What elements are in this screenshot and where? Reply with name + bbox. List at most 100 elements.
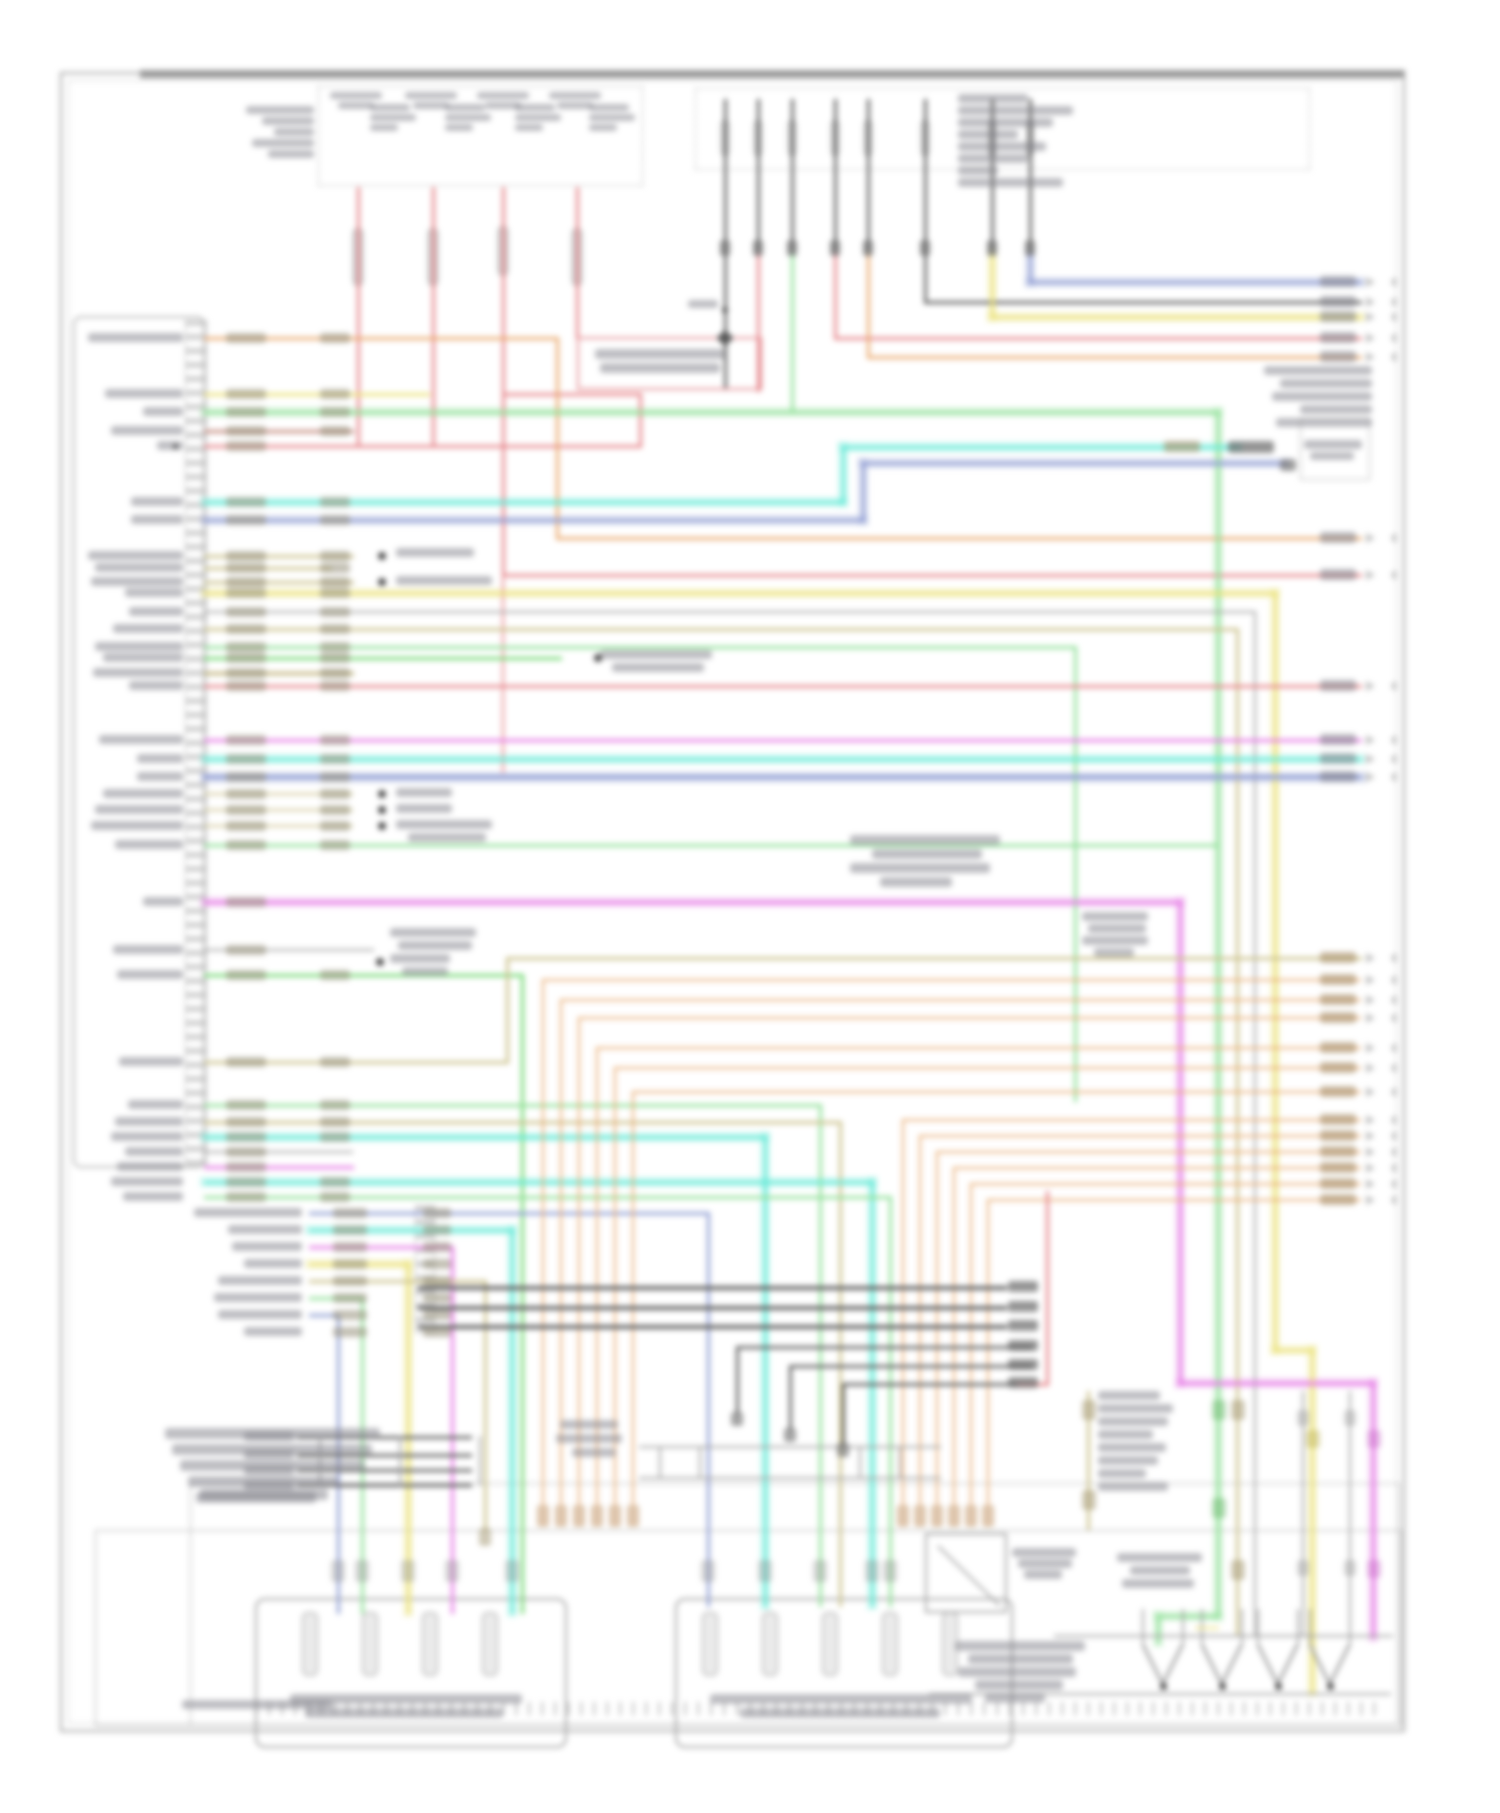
label-blob	[226, 1057, 266, 1067]
label-blob	[408, 833, 486, 842]
wire-segment	[990, 315, 1362, 319]
label-blob	[958, 166, 998, 175]
label-blob	[1320, 351, 1356, 362]
wire-segment	[308, 1228, 514, 1232]
label-blob	[320, 563, 350, 573]
label-blob	[1231, 1560, 1245, 1580]
label-blob	[1320, 1114, 1356, 1125]
wire-segment	[969, 1182, 973, 1507]
label-blob	[1392, 1196, 1396, 1204]
wire-segment	[203, 410, 1220, 414]
label-blob	[196, 1492, 316, 1503]
wire-segment	[203, 645, 1077, 649]
offpage-arrow-icon	[1366, 1195, 1375, 1205]
label-blob	[1117, 1553, 1202, 1562]
page-top-band	[140, 70, 1405, 78]
label-blob	[320, 1192, 350, 1202]
wire-segment	[990, 250, 994, 319]
offpage-arrow-icon	[1366, 333, 1375, 343]
label-blob	[627, 1505, 639, 1527]
wire-segment	[838, 1120, 842, 1607]
label-blob	[688, 300, 718, 308]
label-blob	[445, 1560, 459, 1582]
offpage-arrow-icon	[1366, 352, 1375, 362]
wire-segment	[859, 1446, 861, 1479]
wire-segment	[510, 1228, 514, 1614]
label-blob	[1392, 571, 1396, 579]
label-blob	[1008, 1320, 1038, 1331]
label-blob	[244, 1327, 302, 1336]
label-blob	[1320, 332, 1356, 343]
label-blob	[1310, 452, 1354, 460]
label-blob	[226, 1132, 266, 1142]
label-blob	[115, 840, 183, 849]
label-blob	[1228, 441, 1274, 453]
wire-segment	[659, 1446, 661, 1479]
label-blob	[423, 1225, 451, 1235]
wire-segment	[418, 1306, 1007, 1310]
label-blob	[1392, 353, 1396, 361]
wire-segment	[356, 186, 360, 448]
label-blob	[226, 1100, 266, 1110]
label-blob	[1320, 771, 1356, 782]
label-blob	[402, 967, 448, 976]
offpage-arrow-icon	[1366, 1063, 1375, 1073]
label-blob	[370, 124, 398, 131]
label-blob	[515, 114, 561, 121]
label-blob	[710, 1694, 972, 1704]
wire-segment	[790, 98, 794, 254]
label-blob	[111, 426, 183, 435]
label-blob	[423, 1259, 451, 1269]
label-blob	[320, 624, 350, 634]
label-blob	[1082, 936, 1148, 945]
splice-dot-icon	[722, 307, 728, 313]
wire-segment	[1178, 1381, 1375, 1385]
splice-dot-icon	[1274, 1682, 1282, 1690]
label-blob	[226, 681, 266, 691]
label-blob	[1320, 311, 1356, 322]
right-small-connector-box	[1300, 418, 1370, 480]
wire-segment	[841, 1382, 1020, 1386]
label-blob	[445, 114, 491, 121]
wire-segment	[833, 98, 837, 254]
label-blob	[274, 128, 314, 136]
label-blob	[612, 663, 704, 672]
wire-segment	[204, 793, 353, 795]
label-blob	[863, 240, 873, 256]
wire-segment	[1086, 1390, 1090, 1530]
wire-segment	[1254, 611, 1256, 1635]
wire-segment	[555, 536, 1362, 540]
label-blob	[1392, 682, 1396, 690]
wire-segment	[613, 1066, 1362, 1070]
label-blob	[1306, 1430, 1320, 1448]
label-blob	[1320, 1194, 1356, 1205]
wire-segment	[203, 500, 845, 504]
wire-segment	[866, 250, 870, 359]
label-blob	[244, 1259, 302, 1268]
label-blob	[320, 333, 350, 343]
wire-segment	[203, 1060, 509, 1064]
wire-segment	[418, 1325, 1007, 1329]
wire-segment	[204, 1151, 353, 1153]
wire-segment	[502, 574, 504, 773]
wire-segment	[986, 1198, 990, 1507]
wire-segment	[901, 1118, 1362, 1122]
label-blob	[172, 1444, 372, 1455]
wire-segment	[203, 973, 524, 977]
wire-segment	[1371, 1381, 1375, 1639]
wire-segment	[204, 611, 1256, 613]
label-blob	[128, 1100, 183, 1109]
wire-segment	[203, 518, 865, 522]
wire-segment	[203, 656, 562, 660]
label-blob	[226, 588, 266, 598]
offpage-arrow-icon	[1366, 1013, 1375, 1023]
label-blob	[865, 1560, 879, 1582]
pin	[762, 1612, 778, 1676]
label-blob	[423, 1327, 451, 1337]
label-blob	[958, 142, 1046, 151]
label-blob	[423, 1208, 451, 1218]
label-blob	[290, 1694, 522, 1704]
label-blob	[758, 1560, 772, 1582]
label-blob	[1392, 334, 1396, 342]
label-blob	[968, 1654, 1073, 1664]
